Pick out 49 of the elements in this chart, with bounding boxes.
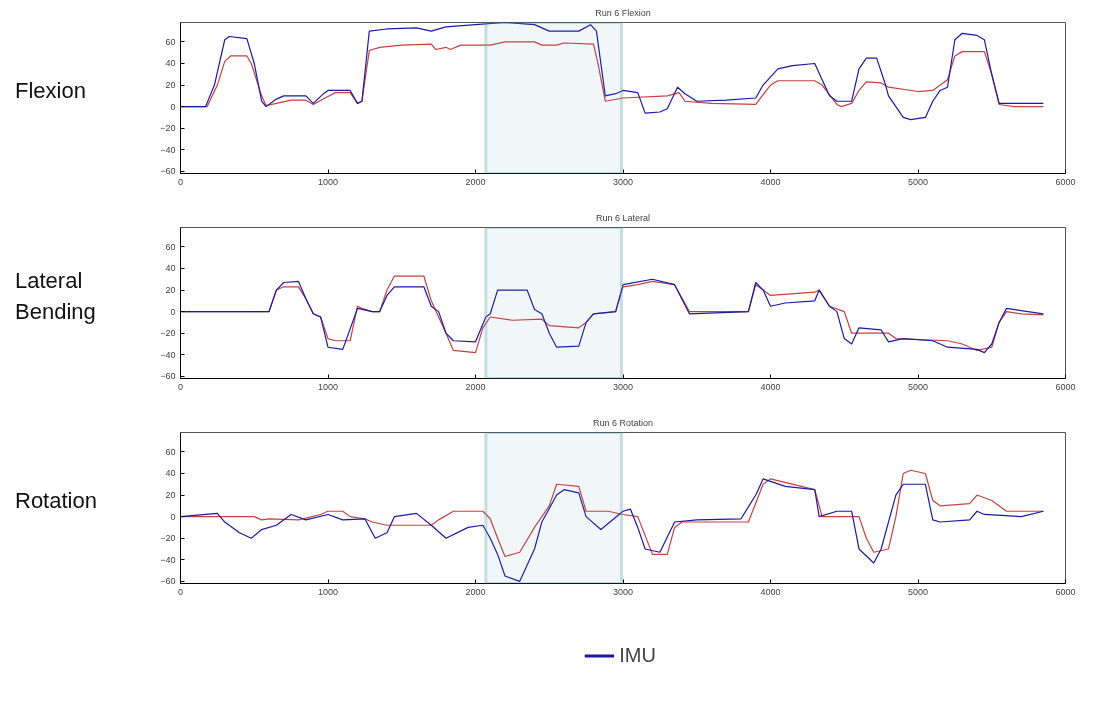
- y-tick-label: 60: [165, 36, 176, 47]
- chart-title: Run 6 Lateral: [595, 212, 651, 223]
- y-tick-label: 0: [170, 511, 176, 522]
- x-tick-label: 1000: [317, 176, 339, 187]
- legend-label: IMU: [619, 643, 656, 667]
- y-tick-label: −20: [160, 533, 176, 544]
- x-tick-label: 1000: [317, 586, 339, 597]
- y-tick-label: 20: [165, 80, 176, 91]
- x-tick-label: 3000: [612, 176, 634, 187]
- y-tick-label: −40: [160, 144, 176, 155]
- x-tick-label: 6000: [1055, 586, 1076, 597]
- y-tick-label: 0: [170, 101, 176, 112]
- x-tick-label: 3000: [612, 586, 634, 597]
- y-tick-label: −60: [160, 371, 176, 382]
- x-tick-label: 1000: [317, 381, 339, 392]
- y-tick-label: 60: [165, 446, 176, 457]
- x-tick-label: 4000: [760, 381, 781, 392]
- x-tick-label: 4000: [760, 586, 781, 597]
- x-tick-label: 6000: [1055, 176, 1076, 187]
- y-axis-title: Flexion: [15, 77, 86, 105]
- x-tick-label: 4000: [760, 176, 781, 187]
- y-tick-label: −20: [160, 123, 176, 134]
- y-tick-label: −60: [160, 166, 176, 177]
- x-tick-label: 5000: [907, 176, 929, 187]
- y-tick-label: 60: [165, 241, 176, 252]
- y-tick-label: −60: [160, 576, 176, 587]
- x-tick-label: 0: [178, 586, 184, 597]
- x-tick-label: 0: [178, 176, 184, 187]
- x-tick-label: 5000: [907, 381, 929, 392]
- y-tick-label: −40: [160, 349, 176, 360]
- x-tick-label: 2000: [465, 381, 486, 392]
- y-axis-title: Lateral Bending: [15, 267, 97, 327]
- y-tick-label: −20: [160, 328, 176, 339]
- chart-title: Run 6 Flexion: [595, 7, 651, 18]
- x-tick-label: 0: [178, 381, 184, 392]
- chart-title: Run 6 Rotation: [592, 417, 654, 428]
- x-tick-label: 6000: [1055, 381, 1076, 392]
- y-tick-label: 0: [170, 306, 176, 317]
- x-tick-label: 2000: [465, 586, 486, 597]
- y-tick-label: 20: [165, 285, 176, 296]
- y-tick-label: −40: [160, 554, 176, 565]
- x-tick-label: 3000: [612, 381, 634, 392]
- y-tick-label: 40: [165, 58, 176, 69]
- y-tick-label: 40: [165, 468, 176, 479]
- y-tick-label: 20: [165, 490, 176, 501]
- y-tick-label: 40: [165, 263, 176, 274]
- y-axis-title: Rotation: [15, 487, 97, 515]
- x-tick-label: 2000: [465, 176, 486, 187]
- x-tick-label: 5000: [907, 586, 929, 597]
